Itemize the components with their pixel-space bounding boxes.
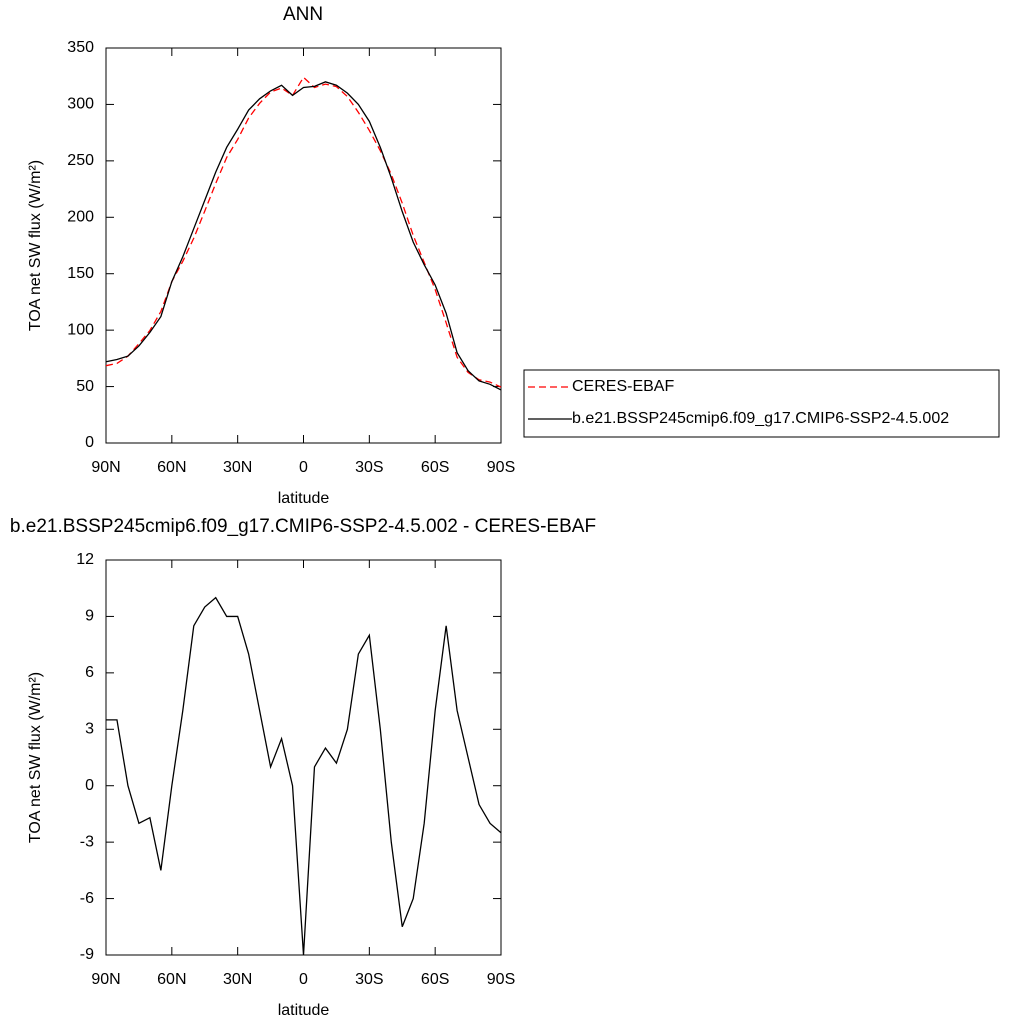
- x-tick-label: 0: [299, 971, 308, 988]
- x-tick-label: 60S: [421, 459, 449, 476]
- x-tick-label: 60N: [157, 971, 186, 988]
- y-tick-label: 0: [85, 777, 94, 794]
- legend-box: [523, 369, 1000, 438]
- y-tick-label: 250: [67, 152, 94, 169]
- y-tick-label: 9: [85, 608, 94, 625]
- x-tick-label: 30N: [223, 459, 252, 476]
- y-tick-label: 100: [67, 321, 94, 338]
- chart: ANN 0 50 100 150 200 250 300 350 90N 60N 30N 0 30S 60S…: [27, 4, 1000, 507]
- y-tick-label: 3: [85, 721, 94, 738]
- x-tick-label: 90S: [487, 459, 515, 476]
- y-tick-label: -9: [80, 946, 94, 963]
- y-axis-label: TOA net SW flux (W/m²): [27, 672, 44, 843]
- y-tick-label: 350: [67, 39, 94, 56]
- y-axis-label: TOA net SW flux (W/m²): [27, 160, 44, 331]
- y-tick-label: 50: [76, 378, 94, 395]
- legend: CERES-EBAF b.e21.BSSP245cmip6.f09_g17.CMI…: [523, 369, 1000, 438]
- x-tick-label: 90N: [91, 459, 120, 476]
- plot-frame: [105, 47, 502, 444]
- legend-label: b.e21.BSSP245cmip6.f09_g17.CMIP6-SSP2-4.…: [572, 410, 949, 427]
- y-tick-label: 0: [85, 434, 94, 451]
- y-tick-label: 6: [85, 664, 94, 681]
- y-tick-label: 12: [76, 551, 94, 568]
- x-tick-label: 30S: [355, 971, 383, 988]
- x-tick-label: 0: [299, 459, 308, 476]
- y-tick-label: 300: [67, 96, 94, 113]
- y-tick-label: 150: [67, 265, 94, 282]
- x-tick-label: 90N: [91, 971, 120, 988]
- chart: b.e21.BSSP245cmip6.f09_g17.CMIP6-SSP2-4.…: [10, 516, 596, 1019]
- y-tick-label: -6: [80, 890, 94, 907]
- x-tick-label: 30N: [223, 971, 252, 988]
- data-line: [105, 76, 502, 388]
- x-tick-label: 60S: [421, 971, 449, 988]
- data-line: [106, 596, 502, 956]
- legend-label: CERES-EBAF: [572, 378, 674, 395]
- chart-title: b.e21.BSSP245cmip6.f09_g17.CMIP6-SSP2-4.…: [10, 516, 596, 537]
- y-tick-label: -3: [80, 833, 94, 850]
- chart-title: ANN: [283, 4, 323, 25]
- x-axis-label: latitude: [278, 490, 330, 507]
- x-tick-label: 30S: [355, 459, 383, 476]
- x-tick-label: 90S: [487, 971, 515, 988]
- data-line: [105, 81, 502, 391]
- x-axis-label: latitude: [278, 1002, 330, 1019]
- plot-frame: [105, 559, 502, 956]
- x-tick-label: 60N: [157, 459, 186, 476]
- y-tick-label: 200: [67, 209, 94, 226]
